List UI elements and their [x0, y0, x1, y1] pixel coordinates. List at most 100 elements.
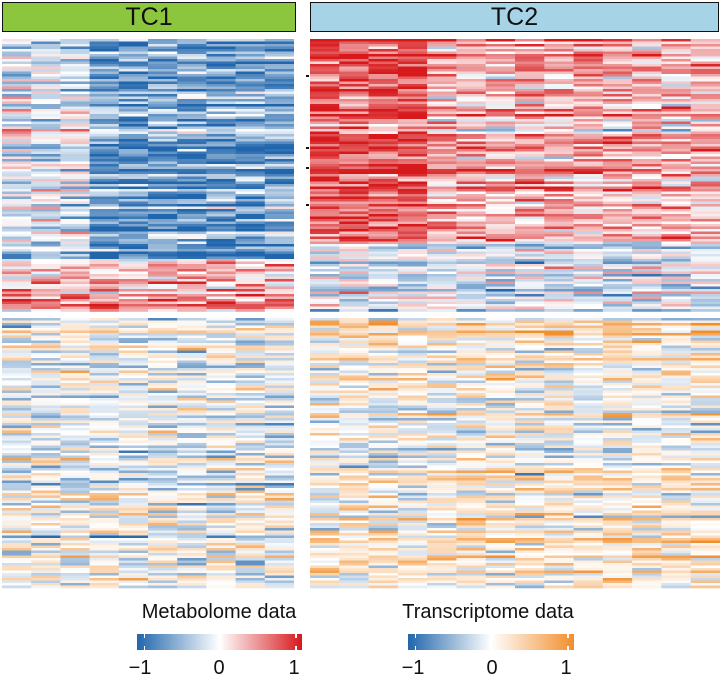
heatmap-cell: [31, 181, 61, 185]
heatmap-cell: [339, 59, 369, 62]
heatmap-cell: [2, 254, 32, 257]
heatmap-cell: [515, 94, 545, 97]
heatmap-cell: [118, 159, 149, 162]
heatmap-cell: [264, 214, 294, 217]
heatmap-cell: [632, 438, 662, 441]
heatmap-cell: [118, 575, 149, 579]
heatmap-cell: [264, 475, 294, 479]
heatmap-cell: [118, 204, 149, 207]
heatmap-cell: [427, 445, 457, 449]
heatmap-cell: [206, 465, 236, 469]
heatmap-cell: [206, 179, 236, 182]
heatmap-cell: [264, 136, 294, 140]
heatmap-cell: [632, 239, 662, 242]
heatmap-cell: [177, 161, 207, 165]
heatmap-cell: [235, 44, 266, 47]
heatmap-cell: [2, 535, 32, 539]
heatmap-cell: [118, 333, 149, 336]
heatmap-cell: [31, 538, 61, 541]
heatmap-cell: [544, 284, 574, 287]
heatmap-cell: [485, 231, 516, 235]
heatmap-cell: [60, 340, 90, 344]
heatmap-cell: [206, 201, 236, 205]
heatmap-cell: [89, 420, 120, 424]
heatmap-cell: [456, 318, 487, 321]
heatmap-cell: [60, 106, 90, 110]
heatmap-cell: [89, 151, 120, 155]
heatmap-cell: [235, 340, 266, 344]
heatmap-cell: [690, 149, 720, 152]
heatmap-cell: [573, 473, 604, 476]
heatmap-cell: [602, 79, 633, 82]
heatmap-cell: [2, 488, 32, 491]
heatmap-cell: [427, 71, 457, 75]
heatmap-cell: [206, 490, 236, 494]
heatmap-cell: [661, 96, 692, 100]
heatmap-cell: [602, 450, 633, 454]
heatmap-cell: [310, 548, 340, 551]
heatmap-cell: [60, 79, 90, 82]
heatmap-cell: [60, 500, 90, 504]
heatmap-cell: [661, 299, 692, 302]
heatmap-cell: [60, 380, 90, 384]
heatmap-cell: [177, 209, 207, 212]
heatmap-cell: [177, 418, 207, 421]
heatmap-cell: [148, 380, 178, 384]
heatmap-cell: [264, 264, 294, 267]
heatmap-cell: [118, 395, 149, 399]
heatmap-cell: [456, 179, 487, 182]
heatmap-cell: [89, 206, 120, 210]
heatmap-cell: [206, 191, 236, 195]
heatmap-cell: [427, 221, 457, 225]
heatmap-cell: [60, 555, 90, 559]
heatmap-cell: [60, 224, 90, 227]
heatmap-cell: [368, 84, 399, 87]
heatmap-cell: [2, 353, 32, 356]
heatmap-cell: [515, 390, 545, 394]
heatmap-cell: [573, 378, 604, 381]
heatmap-cell: [368, 428, 399, 431]
heatmap-cell: [602, 266, 633, 270]
heatmap-cell: [573, 224, 604, 227]
heatmap-cell: [264, 211, 294, 215]
heatmap-cell: [177, 71, 207, 75]
heatmap-cell: [264, 558, 294, 561]
heatmap-cell: [60, 116, 90, 120]
heatmap-cell: [515, 340, 545, 344]
heatmap-cell: [397, 365, 428, 369]
heatmap-cell: [89, 139, 120, 142]
heatmap-cell: [368, 184, 399, 187]
heatmap-cell: [235, 533, 266, 536]
heatmap-cell: [456, 475, 487, 479]
heatmap-cell: [2, 76, 32, 80]
heatmap-cell: [544, 211, 574, 215]
heatmap-cell: [544, 61, 574, 65]
heatmap-cell: [368, 398, 399, 401]
heatmap-cell: [31, 490, 61, 494]
heatmap-cell: [632, 259, 662, 262]
heatmap-cell: [339, 94, 369, 97]
heatmap-cell: [264, 244, 294, 247]
heatmap-cell: [235, 129, 266, 132]
heatmap-cell: [177, 116, 207, 120]
heatmap-cell: [177, 565, 207, 569]
heatmap-cell: [632, 166, 662, 170]
heatmap-cell: [339, 418, 369, 421]
heatmap-cell: [368, 174, 399, 177]
heatmap-cell: [264, 181, 294, 185]
heatmap-cell: [456, 398, 487, 401]
heatmap-cell: [602, 475, 633, 479]
heatmap-cell: [573, 403, 604, 406]
heatmap-cell: [456, 121, 487, 125]
heatmap-cell: [206, 94, 236, 97]
heatmap-cell: [31, 338, 61, 341]
heatmap-cell: [118, 71, 149, 75]
heatmap-cell: [397, 96, 428, 100]
heatmap-cell: [177, 151, 207, 155]
heatmap-cell: [89, 239, 120, 242]
heatmap-cell: [2, 111, 32, 115]
heatmap-cell: [544, 271, 574, 275]
heatmap-cell: [339, 214, 369, 217]
heatmap-cell: [339, 224, 369, 227]
heatmap-cell: [485, 129, 516, 132]
